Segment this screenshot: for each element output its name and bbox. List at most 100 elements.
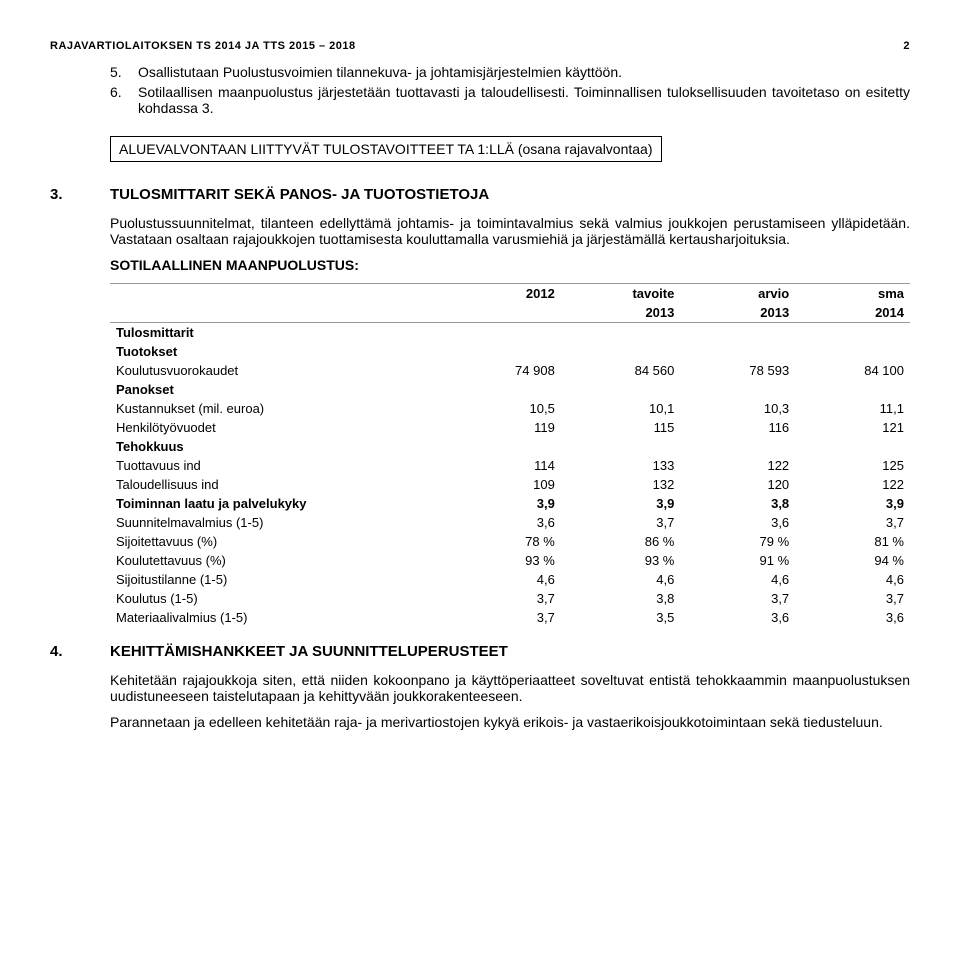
- list-item: 6. Sotilaallisen maanpuolustus järjestet…: [110, 84, 910, 116]
- row-label: Suunnitelmavalmius (1-5): [110, 513, 446, 532]
- cell: 3,8: [680, 494, 795, 513]
- row-label: Sijoitettavuus (%): [110, 532, 446, 551]
- row-label: Toiminnan laatu ja palvelukyky: [110, 494, 446, 513]
- table-body: TulosmittaritTuotoksetKoulutusvuorokaude…: [110, 323, 910, 628]
- boxed-note: ALUEVALVONTAAN LIITTYVÄT TULOSTAVOITTEET…: [110, 136, 662, 162]
- list-item-text: Sotilaallisen maanpuolustus järjestetään…: [138, 84, 910, 116]
- cell: 74 908: [446, 361, 561, 380]
- cell: 3,5: [561, 608, 681, 627]
- row-label: Taloudellisuus ind: [110, 475, 446, 494]
- section-4-para-2: Parannetaan ja edelleen kehitetään raja-…: [110, 714, 910, 730]
- list-item-num: 6.: [110, 84, 138, 116]
- table-row: Taloudellisuus ind109132120122: [110, 475, 910, 494]
- th: [446, 303, 561, 323]
- row-label: Kustannukset (mil. euroa): [110, 399, 446, 418]
- list-item-num: 5.: [110, 64, 138, 80]
- row-label: Materiaalivalmius (1-5): [110, 608, 446, 627]
- cell: 81 %: [795, 532, 910, 551]
- table-row: Tuotokset: [110, 342, 910, 361]
- th: 2013: [561, 303, 681, 323]
- cell: 10,3: [680, 399, 795, 418]
- cell: [795, 437, 910, 456]
- numbered-list: 5. Osallistutaan Puolustusvoimien tilann…: [50, 64, 910, 116]
- cell: [561, 380, 681, 399]
- th: 2014: [795, 303, 910, 323]
- cell: [680, 323, 795, 343]
- cell: 3,7: [680, 589, 795, 608]
- table-row: Sijoitettavuus (%)78 %86 %79 %81 %: [110, 532, 910, 551]
- th: tavoite: [561, 284, 681, 304]
- cell: 94 %: [795, 551, 910, 570]
- cell: 4,6: [795, 570, 910, 589]
- cell: 91 %: [680, 551, 795, 570]
- cell: 3,9: [795, 494, 910, 513]
- cell: 4,6: [561, 570, 681, 589]
- cell: 3,6: [680, 608, 795, 627]
- header-right: 2: [903, 40, 910, 52]
- cell: [446, 323, 561, 343]
- cell: 3,6: [680, 513, 795, 532]
- section-3-para-2: SOTILAALLINEN MAANPUOLUSTUS:: [110, 257, 910, 273]
- cell: 3,7: [795, 513, 910, 532]
- page-header: RAJAVARTIOLAITOKSEN TS 2014 JA TTS 2015 …: [50, 40, 910, 52]
- cell: [795, 380, 910, 399]
- section-num: 4.: [50, 643, 110, 660]
- row-label: Tuottavuus ind: [110, 456, 446, 475]
- cell: 3,7: [561, 513, 681, 532]
- cell: 10,1: [561, 399, 681, 418]
- cell: 10,5: [446, 399, 561, 418]
- th: 2012: [446, 284, 561, 304]
- table-row: Sijoitustilanne (1-5)4,64,64,64,6: [110, 570, 910, 589]
- cell: 122: [680, 456, 795, 475]
- table-row: Koulutusvuorokaudet74 90884 56078 59384 …: [110, 361, 910, 380]
- table-row: Toiminnan laatu ja palvelukyky3,93,93,83…: [110, 494, 910, 513]
- cell: 3,7: [446, 608, 561, 627]
- table-row: Koulutus (1-5)3,73,83,73,7: [110, 589, 910, 608]
- section-title: TULOSMITTARIT SEKÄ PANOS- JA TUOTOSTIETO…: [110, 186, 489, 203]
- cell: 3,9: [446, 494, 561, 513]
- row-label: Panokset: [110, 380, 446, 399]
- row-label: Sijoitustilanne (1-5): [110, 570, 446, 589]
- metrics-table: 2012 tavoite arvio sma 2013 2013 2014 Tu…: [110, 283, 910, 627]
- row-label: Henkilötyövuodet: [110, 418, 446, 437]
- row-label: Tehokkuus: [110, 437, 446, 456]
- cell: 120: [680, 475, 795, 494]
- cell: 4,6: [680, 570, 795, 589]
- section-4-heading: 4. KEHITTÄMISHANKKEET JA SUUNNITTELUPERU…: [50, 643, 910, 660]
- cell: 3,8: [561, 589, 681, 608]
- section-num: 3.: [50, 186, 110, 203]
- section-3-para-1: Puolustussuunnitelmat, tilanteen edellyt…: [110, 215, 910, 247]
- table-row: Tulosmittarit: [110, 323, 910, 343]
- row-label: Tuotokset: [110, 342, 446, 361]
- cell: 125: [795, 456, 910, 475]
- th: 2013: [680, 303, 795, 323]
- cell: 78 %: [446, 532, 561, 551]
- th: [110, 303, 446, 323]
- cell: 84 100: [795, 361, 910, 380]
- cell: 78 593: [680, 361, 795, 380]
- cell: 3,6: [795, 608, 910, 627]
- cell: [446, 342, 561, 361]
- list-item-text: Osallistutaan Puolustusvoimien tilanneku…: [138, 64, 910, 80]
- header-left: RAJAVARTIOLAITOKSEN TS 2014 JA TTS 2015 …: [50, 40, 356, 52]
- cell: 3,9: [561, 494, 681, 513]
- cell: 122: [795, 475, 910, 494]
- row-label: Koulutettavuus (%): [110, 551, 446, 570]
- cell: [680, 380, 795, 399]
- cell: 133: [561, 456, 681, 475]
- cell: 79 %: [680, 532, 795, 551]
- cell: [561, 323, 681, 343]
- cell: [680, 342, 795, 361]
- table-head: 2012 tavoite arvio sma 2013 2013 2014: [110, 284, 910, 323]
- section-4-para-1: Kehitetään rajajoukkoja siten, että niid…: [110, 672, 910, 704]
- table-row: Tehokkuus: [110, 437, 910, 456]
- cell: 119: [446, 418, 561, 437]
- table-row: Koulutettavuus (%)93 %93 %91 %94 %: [110, 551, 910, 570]
- cell: 3,7: [795, 589, 910, 608]
- cell: 116: [680, 418, 795, 437]
- table-row: Kustannukset (mil. euroa)10,510,110,311,…: [110, 399, 910, 418]
- th: sma: [795, 284, 910, 304]
- cell: 84 560: [561, 361, 681, 380]
- cell: 121: [795, 418, 910, 437]
- table-row: Panokset: [110, 380, 910, 399]
